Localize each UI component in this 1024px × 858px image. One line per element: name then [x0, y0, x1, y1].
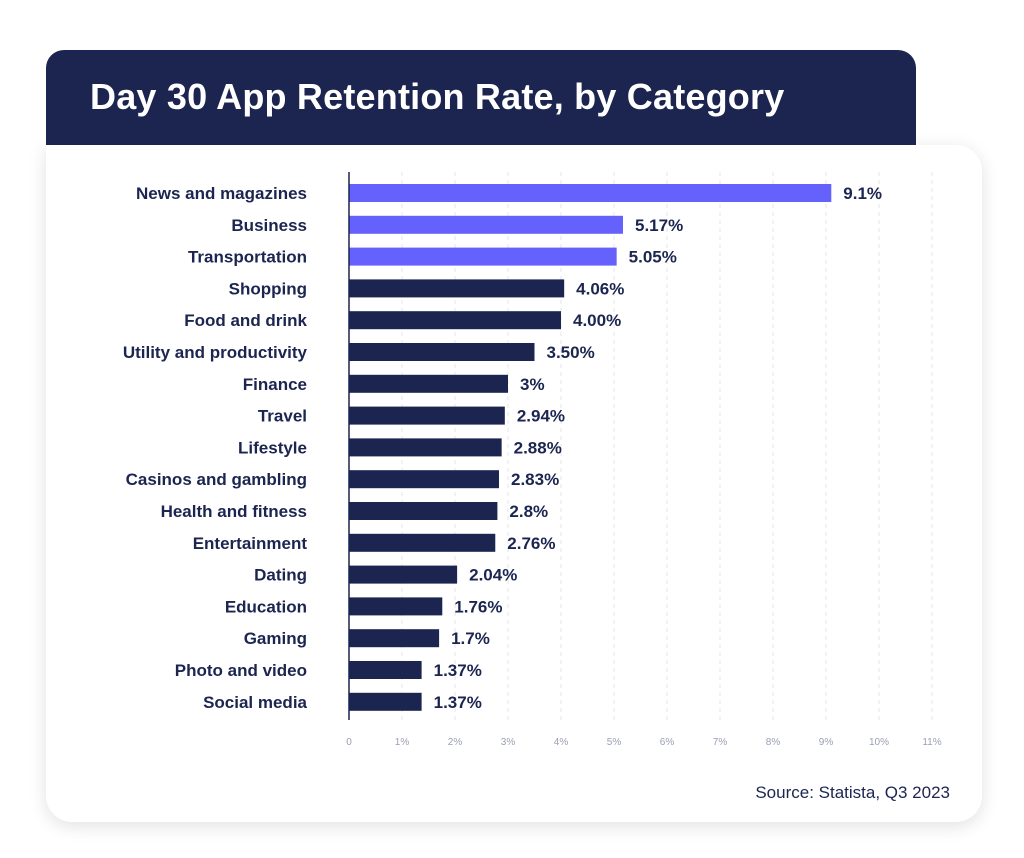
x-tick-label: 3%	[501, 737, 516, 748]
x-tick-label: 7%	[713, 737, 728, 748]
category-label: Travel	[258, 407, 307, 426]
category-label: Education	[225, 597, 307, 616]
value-label: 5.05%	[629, 248, 677, 267]
bar	[349, 565, 458, 584]
x-tick-label: 2%	[448, 737, 463, 748]
category-label: News and magazines	[136, 184, 307, 203]
bar	[349, 279, 565, 298]
source-note: Source: Statista, Q3 2023	[755, 783, 950, 802]
value-label: 2.94%	[517, 407, 565, 426]
value-label: 2.76%	[507, 534, 555, 553]
bar	[349, 629, 440, 648]
value-label: 1.37%	[434, 661, 482, 680]
value-label: 2.04%	[469, 566, 517, 585]
bar	[349, 215, 624, 234]
bar	[349, 661, 422, 679]
x-tick-label: 10%	[869, 737, 889, 748]
bar	[349, 406, 505, 425]
title-banner: Day 30 App Retention Rate, by Category	[46, 50, 916, 145]
category-label: Dating	[254, 566, 307, 585]
value-label: 1.37%	[434, 693, 482, 712]
bar	[349, 470, 499, 489]
category-label: Lifestyle	[238, 438, 307, 457]
category-label: Health and fitness	[161, 502, 307, 521]
x-tick-label: 4%	[554, 737, 569, 748]
category-label: Transportation	[188, 248, 307, 267]
value-label: 3%	[520, 375, 545, 394]
category-label: Utility and productivity	[123, 343, 308, 362]
bar	[349, 502, 498, 520]
bar	[349, 438, 502, 457]
category-label: Business	[231, 216, 307, 235]
category-label: Photo and video	[175, 661, 307, 680]
bar	[349, 692, 422, 711]
x-tick-label: 6%	[660, 737, 675, 748]
value-label: 3.50%	[547, 343, 595, 362]
x-tick-label: 11%	[922, 737, 941, 748]
value-label: 1.76%	[454, 597, 502, 616]
value-label: 4.00%	[573, 311, 621, 330]
x-tick-label: 0	[346, 737, 352, 748]
category-label: Entertainment	[193, 534, 308, 553]
chart-title: Day 30 App Retention Rate, by Category	[90, 76, 785, 117]
value-label: 4.06%	[576, 279, 624, 298]
x-tick-label: 8%	[766, 737, 781, 748]
category-label: Casinos and gambling	[126, 470, 307, 489]
bar	[349, 374, 508, 393]
x-tick-label: 9%	[819, 737, 834, 748]
value-label: 2.8%	[509, 502, 548, 521]
value-label: 1.7%	[451, 629, 490, 648]
category-label: Food and drink	[184, 311, 307, 330]
x-tick-label: 5%	[607, 737, 622, 748]
value-label: 5.17%	[635, 216, 683, 235]
category-label: Gaming	[244, 629, 307, 648]
bar	[349, 311, 561, 330]
bar	[349, 343, 535, 361]
value-label: 2.83%	[511, 470, 559, 489]
bar	[349, 597, 443, 616]
value-label: 2.88%	[514, 438, 562, 457]
x-tick-label: 1%	[395, 737, 410, 748]
bar	[349, 247, 617, 266]
bar	[349, 533, 496, 552]
category-label: Shopping	[229, 279, 307, 298]
bar	[349, 184, 832, 202]
category-label: Finance	[243, 375, 307, 394]
value-label: 9.1%	[843, 184, 882, 203]
category-label: Social media	[203, 693, 307, 712]
